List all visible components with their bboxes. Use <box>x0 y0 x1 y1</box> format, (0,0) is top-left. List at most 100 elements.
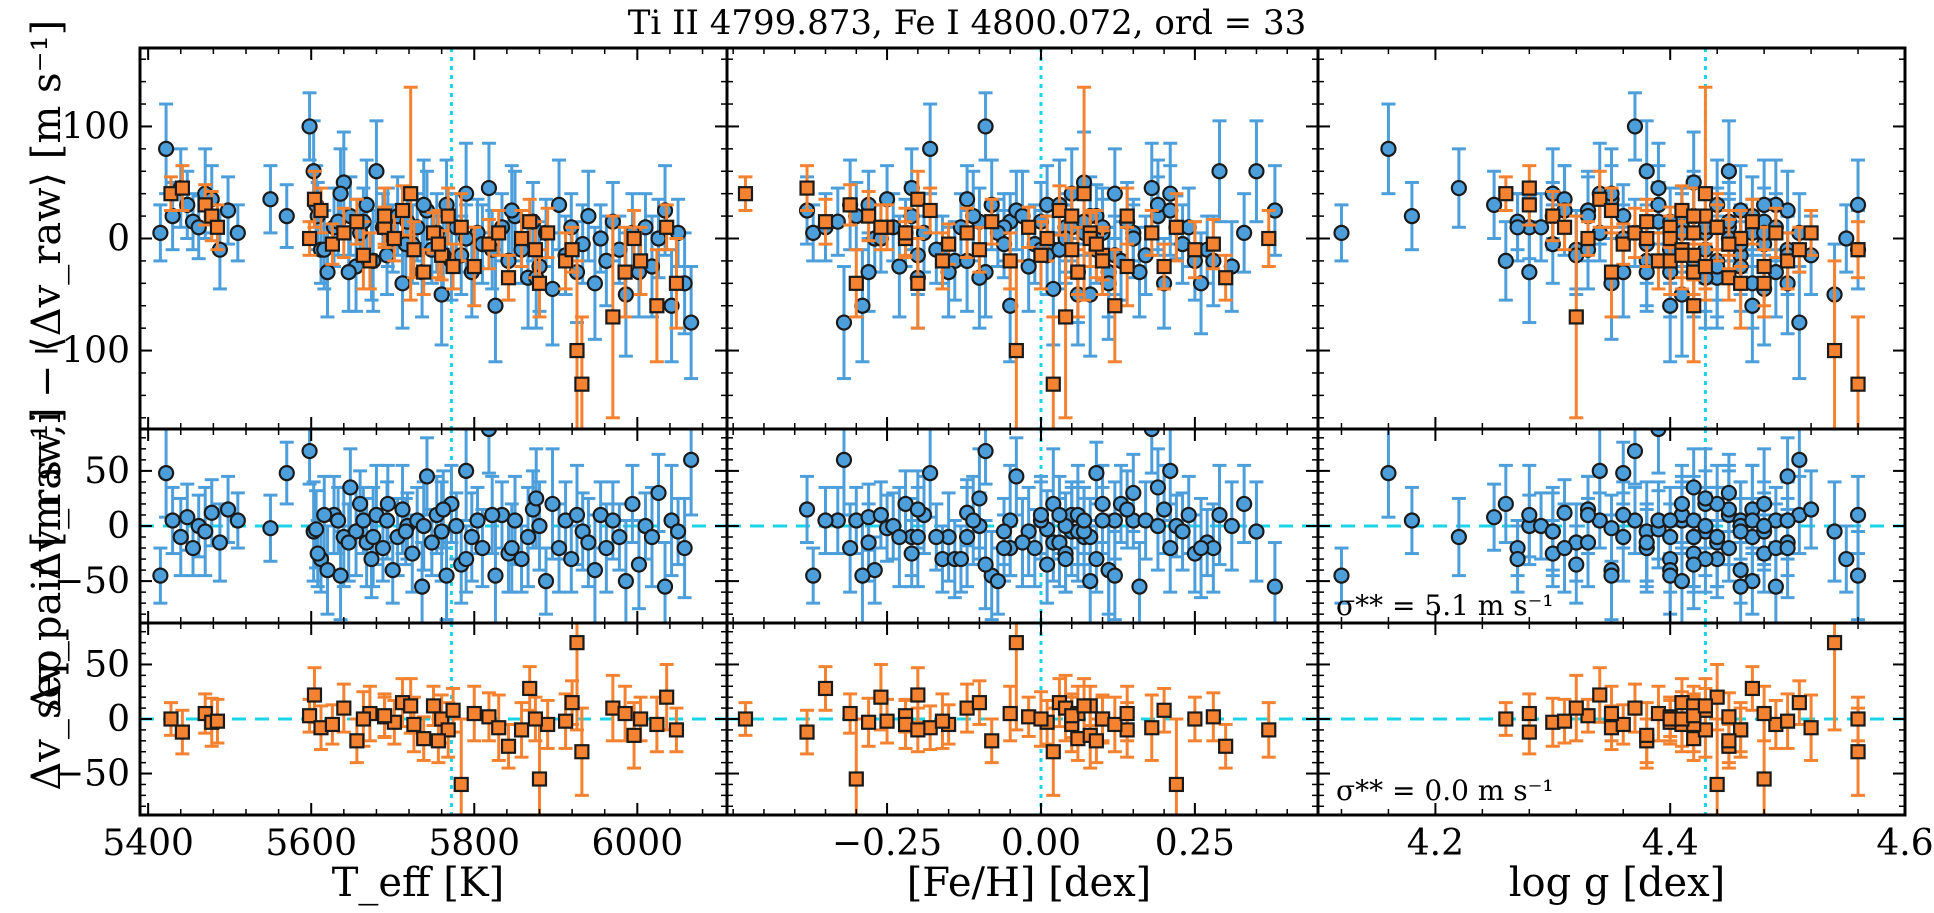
pair-a-point <box>624 495 641 513</box>
pair-b-point <box>491 720 507 736</box>
pair-a-point <box>1685 556 1702 573</box>
pair-a-point <box>586 275 604 292</box>
pair-a-point <box>630 556 648 573</box>
pair-b-point <box>445 258 461 275</box>
pair-a-point <box>229 224 246 241</box>
pair-a-point <box>971 490 988 507</box>
pair-a-point <box>458 462 475 479</box>
pair-b-point <box>416 264 432 280</box>
pair-a-point <box>340 264 357 281</box>
pair-b-point <box>1094 253 1111 269</box>
pair-b-point <box>1756 275 1772 291</box>
pair-a-point <box>817 512 834 529</box>
pair-b-point <box>659 689 675 705</box>
pair-b-point <box>1556 219 1573 235</box>
pair-b-point <box>1627 700 1643 716</box>
pair-a-point <box>1403 207 1421 225</box>
pair-a-point <box>352 495 369 513</box>
pair-a-point <box>211 534 228 551</box>
pair-a-point <box>262 520 279 537</box>
pair-b-point <box>1697 698 1714 714</box>
pair-a-point <box>1248 523 1265 540</box>
pair-a-point <box>1615 506 1632 524</box>
pair-b-point <box>466 258 482 275</box>
pair-b-point <box>910 687 926 703</box>
pair-a-point <box>1697 517 1714 535</box>
pair-b-point <box>481 236 497 252</box>
pair-a-point <box>203 504 220 521</box>
pair-a-point <box>397 523 414 540</box>
pair-a-point <box>909 528 926 546</box>
pair-b-point <box>1826 635 1843 651</box>
pair-a-point <box>1732 561 1749 579</box>
pair-b-point <box>817 214 834 230</box>
pair-b-point <box>1545 208 1561 224</box>
pair-b-point <box>540 716 556 733</box>
pair-a-point <box>1662 512 1679 529</box>
pair-a-point <box>1051 506 1068 524</box>
pair-b-point <box>430 733 446 749</box>
pair-b-point <box>1592 687 1608 703</box>
pair-b-point <box>959 225 975 241</box>
pair-b-point <box>1107 716 1123 733</box>
pair-a-point <box>1039 556 1056 573</box>
pair-a-point <box>1155 501 1173 518</box>
pair-b-point <box>668 722 685 738</box>
pair-a-point <box>1509 219 1526 236</box>
pair-a-point <box>157 464 175 482</box>
pair-a-point <box>1094 512 1111 529</box>
pair-a-point <box>1143 429 1160 438</box>
pair-a-point <box>1615 464 1632 482</box>
pair-b-point <box>531 771 548 787</box>
pair-a-point <box>1450 179 1467 197</box>
xlabel-logg: log g [dex] <box>1509 860 1726 906</box>
y-tick-label: 100 <box>61 106 130 147</box>
pair-b-point <box>1070 264 1086 280</box>
pair-b-point <box>569 635 585 651</box>
pair-a-point <box>891 258 908 275</box>
pair-b-point <box>1603 202 1620 219</box>
pair-a-point <box>1638 163 1655 180</box>
pair-b-point <box>1686 298 1702 314</box>
pair-b-point <box>1779 253 1796 269</box>
pair-a-point <box>358 196 375 213</box>
panel-raw-feh <box>737 48 1284 429</box>
pair-a-point <box>958 528 976 546</box>
pair-a-point <box>1497 252 1514 270</box>
pair-a-point <box>1532 219 1550 236</box>
pair-a-point <box>1662 297 1679 314</box>
pair-a-point <box>487 567 504 584</box>
pair-a-point <box>319 264 336 281</box>
pair-b-point <box>1756 258 1772 275</box>
pair-b-point <box>1187 242 1203 258</box>
pair-b-point <box>416 731 432 747</box>
pair-b-point <box>910 275 926 291</box>
pair-a-point <box>1162 539 1179 557</box>
pair-a-point <box>617 573 635 590</box>
pair-b-point <box>1002 253 1018 269</box>
pair-a-point <box>301 442 318 460</box>
pair-b-point <box>1088 236 1104 252</box>
pair-b-point <box>1205 236 1221 252</box>
pair-b-point <box>527 711 544 727</box>
xlabel-feh: [Fe/H] [dex] <box>907 860 1152 906</box>
pair-a-point <box>604 512 621 529</box>
pair-a-point <box>278 207 295 225</box>
y-tick-label: −50 <box>54 754 130 795</box>
pair-b-point <box>1039 230 1055 247</box>
ylabel-pair: Δv_pair [m s⁻¹] <box>24 407 70 712</box>
pair-b-point <box>1568 309 1584 325</box>
pair-a-point <box>458 550 475 568</box>
pair-a-point <box>469 512 486 529</box>
pair-b-point <box>873 689 889 705</box>
pair-a-point <box>872 506 890 524</box>
pair-b-point <box>349 733 365 749</box>
pair-b-point <box>1686 208 1702 224</box>
pair-a-point <box>550 196 568 213</box>
x-tick-label: 4.6 <box>1876 823 1933 864</box>
pair-a-point <box>309 545 326 562</box>
pair-b-point <box>376 208 393 224</box>
pair-a-point <box>909 501 926 518</box>
pair-a-point <box>1485 196 1503 213</box>
pair-b-point <box>1686 731 1702 747</box>
